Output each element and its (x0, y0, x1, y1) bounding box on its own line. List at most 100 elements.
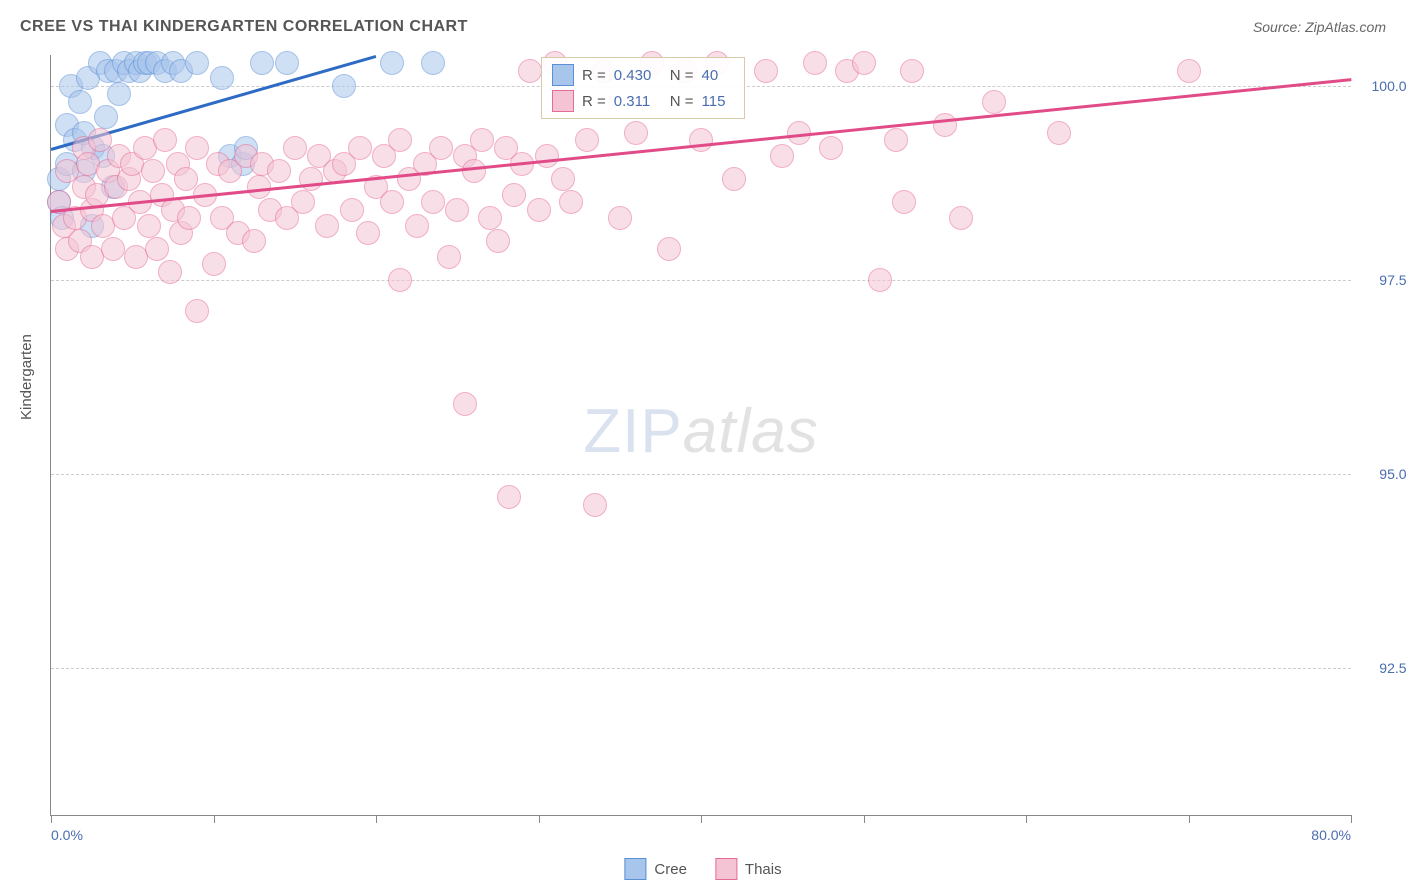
x-tick (539, 815, 540, 823)
data-point (94, 105, 118, 129)
y-tick-label: 92.5% (1379, 660, 1406, 676)
data-point (933, 113, 957, 137)
data-point (900, 59, 924, 83)
data-point (657, 237, 681, 261)
y-tick-label: 97.5% (1379, 272, 1406, 288)
data-point (445, 198, 469, 222)
watermark: ZIPatlas (583, 396, 818, 467)
data-point (868, 268, 892, 292)
x-tick (1351, 815, 1352, 823)
data-point (332, 74, 356, 98)
n-label: N = (670, 93, 694, 110)
data-point (453, 392, 477, 416)
x-tick (1189, 815, 1190, 823)
x-tick (214, 815, 215, 823)
data-point (429, 136, 453, 160)
data-point (624, 121, 648, 145)
n-value: 40 (702, 67, 734, 84)
data-point (380, 190, 404, 214)
data-point (107, 82, 131, 106)
legend-label: Cree (654, 861, 687, 878)
legend-item: Cree (624, 858, 687, 880)
data-point (267, 159, 291, 183)
gridline (51, 474, 1351, 475)
data-point (210, 66, 234, 90)
x-tick (864, 815, 865, 823)
data-point (185, 51, 209, 75)
data-point (283, 136, 307, 160)
legend-swatch (552, 90, 574, 112)
data-point (421, 190, 445, 214)
data-point (348, 136, 372, 160)
r-label: R = (582, 67, 606, 84)
y-tick-label: 100.0% (1372, 78, 1406, 94)
gridline (51, 668, 1351, 669)
legend-swatch (624, 858, 646, 880)
data-point (101, 237, 125, 261)
y-tick-label: 95.0% (1379, 466, 1406, 482)
data-point (486, 229, 510, 253)
data-point (754, 59, 778, 83)
data-point (722, 167, 746, 191)
data-point (291, 190, 315, 214)
data-point (242, 229, 266, 253)
x-tick-label: 0.0% (51, 827, 83, 843)
data-point (405, 214, 429, 238)
data-point (462, 159, 486, 183)
data-point (982, 90, 1006, 114)
data-point (575, 128, 599, 152)
data-point (470, 128, 494, 152)
data-point (892, 190, 916, 214)
stats-legend-row: R = 0.311 N = 115 (552, 88, 734, 114)
data-point (884, 128, 908, 152)
data-point (478, 206, 502, 230)
watermark-zip: ZIP (583, 397, 682, 466)
data-point (437, 245, 461, 269)
data-point (202, 252, 226, 276)
legend-swatch (552, 64, 574, 86)
data-point (819, 136, 843, 160)
x-tick (376, 815, 377, 823)
n-value: 115 (702, 93, 734, 110)
data-point (583, 493, 607, 517)
data-point (1177, 59, 1201, 83)
scatter-chart: ZIPatlas 92.5%95.0%97.5%100.0%0.0%80.0%R… (50, 55, 1351, 816)
watermark-atlas: atlas (683, 397, 819, 466)
stats-legend-row: R =0.430N =40 (552, 62, 734, 88)
data-point (380, 51, 404, 75)
data-point (250, 51, 274, 75)
data-point (949, 206, 973, 230)
data-point (527, 198, 551, 222)
data-point (356, 221, 380, 245)
x-tick (51, 815, 52, 823)
data-point (185, 299, 209, 323)
data-point (421, 51, 445, 75)
data-point (158, 260, 182, 284)
data-point (852, 51, 876, 75)
x-tick-label: 80.0% (1311, 827, 1351, 843)
data-point (502, 183, 526, 207)
data-point (141, 159, 165, 183)
data-point (803, 51, 827, 75)
chart-header: CREE VS THAI KINDERGARTEN CORRELATION CH… (20, 18, 1386, 36)
data-point (137, 214, 161, 238)
data-point (551, 167, 575, 191)
x-tick (701, 815, 702, 823)
data-point (340, 198, 364, 222)
stats-legend: R =0.430N =40R =0.311N =115 (541, 57, 745, 119)
data-point (247, 175, 271, 199)
chart-title: CREE VS THAI KINDERGARTEN CORRELATION CH… (20, 18, 468, 36)
r-value: 0.311 (614, 93, 662, 110)
legend-item: Thais (715, 858, 782, 880)
data-point (185, 136, 209, 160)
data-point (689, 128, 713, 152)
bottom-legend: Cree Thais (624, 858, 781, 880)
n-label: N = (670, 67, 694, 84)
chart-source: Source: ZipAtlas.com (1253, 19, 1386, 35)
data-point (770, 144, 794, 168)
data-point (275, 51, 299, 75)
data-point (518, 59, 542, 83)
data-point (559, 190, 583, 214)
data-point (315, 214, 339, 238)
r-label: R = (582, 93, 606, 110)
